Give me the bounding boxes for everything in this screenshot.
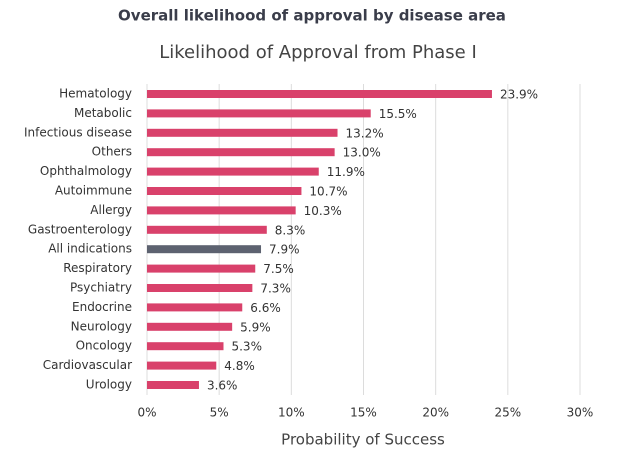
x-axis-label: Probability of Success (281, 431, 445, 449)
bar (147, 322, 233, 331)
data-label: 8.3% (275, 223, 306, 237)
data-label: 6.6% (250, 301, 281, 315)
data-label: 5.9% (240, 320, 271, 334)
x-tick-label: 30% (567, 406, 594, 420)
x-tick-label: 20% (422, 406, 449, 420)
suptitle: Overall likelihood of approval by diseas… (118, 7, 506, 25)
bar (147, 148, 335, 157)
y-tick-label: Autoimmune (55, 184, 132, 198)
data-label: 23.9% (500, 88, 538, 102)
y-tick-label: Others (92, 145, 132, 159)
data-label: 5.3% (231, 340, 262, 354)
y-tick-label: Neurology (71, 319, 132, 333)
bar (147, 264, 256, 273)
data-label: 7.5% (263, 262, 294, 276)
bar (147, 167, 319, 176)
y-tick-label: Ophthalmology (40, 164, 132, 178)
bar (147, 381, 199, 389)
data-label: 3.6% (207, 379, 238, 393)
bar (147, 303, 243, 312)
bar (147, 128, 338, 137)
data-label: 7.3% (260, 282, 291, 296)
x-tick-label: 0% (137, 406, 156, 420)
data-label: 10.3% (304, 204, 342, 218)
data-label: 11.9% (327, 165, 365, 179)
x-tick-label: 25% (494, 406, 521, 420)
y-tick-label: Cardiovascular (43, 358, 132, 372)
bar (147, 342, 224, 351)
y-tick-label: Gastroenterology (28, 222, 132, 236)
y-tick-label: Psychiatry (70, 281, 132, 295)
data-label: 10.7% (309, 185, 347, 199)
bar (147, 187, 302, 195)
data-label: 4.8% (224, 359, 255, 373)
y-tick-label: Urology (86, 378, 132, 392)
data-label: 13.0% (343, 146, 381, 160)
bar (147, 109, 371, 118)
chart-title: Likelihood of Approval from Phase I (159, 42, 477, 63)
x-tick-label: 15% (350, 406, 377, 420)
y-tick-label: Endocrine (72, 300, 132, 314)
data-label: 7.9% (269, 243, 300, 257)
x-tick-label: 5% (210, 406, 229, 420)
y-tick-label: All indications (48, 242, 132, 256)
y-tick-label: Respiratory (63, 261, 132, 275)
x-tick-label: 10% (278, 406, 305, 420)
data-label: 15.5% (379, 107, 417, 121)
bar (147, 361, 217, 370)
bar (147, 206, 296, 215)
bar (147, 225, 267, 234)
y-tick-label: Metabolic (74, 106, 132, 120)
y-tick-label: Oncology (76, 339, 132, 353)
bar (147, 90, 492, 98)
bar (147, 284, 253, 292)
y-tick-label: Allergy (90, 203, 132, 217)
bar (147, 245, 262, 254)
y-tick-label: Infectious disease (24, 125, 132, 139)
data-label: 13.2% (346, 126, 384, 140)
y-tick-label: Hematology (59, 87, 132, 101)
